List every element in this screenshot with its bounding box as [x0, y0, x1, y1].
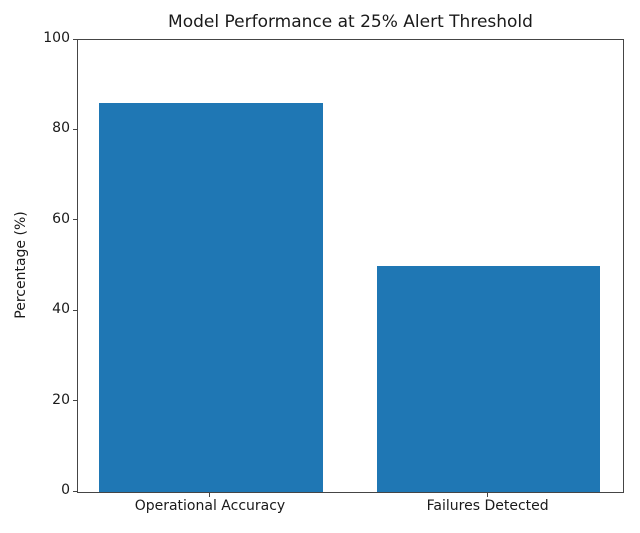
- y-tick-label: 60: [52, 210, 70, 227]
- x-tick-label: Failures Detected: [426, 498, 549, 514]
- plot-area: [77, 39, 624, 493]
- y-tick-label: 0: [61, 482, 70, 498]
- y-tick-label: 100: [43, 30, 70, 46]
- x-tick-label: Operational Accuracy: [134, 498, 286, 514]
- bar-failures-detected: [376, 266, 601, 492]
- y-tick-mark: [73, 219, 77, 221]
- y-tick-label: 80: [52, 120, 70, 137]
- bar-operational-accuracy: [99, 103, 323, 492]
- y-tick-label: 40: [52, 301, 70, 318]
- y-tick-mark: [73, 128, 77, 130]
- y-tick-mark: [73, 309, 77, 311]
- y-axis-label: Percentage (%): [13, 211, 29, 319]
- x-tick-mark: [209, 493, 211, 497]
- y-tick-mark: [73, 490, 77, 492]
- chart-title: Model Performance at 25% Alert Threshold: [168, 12, 533, 32]
- y-tick-mark: [73, 38, 77, 40]
- x-tick-mark: [487, 493, 489, 497]
- y-tick-mark: [73, 400, 77, 402]
- y-tick-label: 20: [52, 391, 70, 408]
